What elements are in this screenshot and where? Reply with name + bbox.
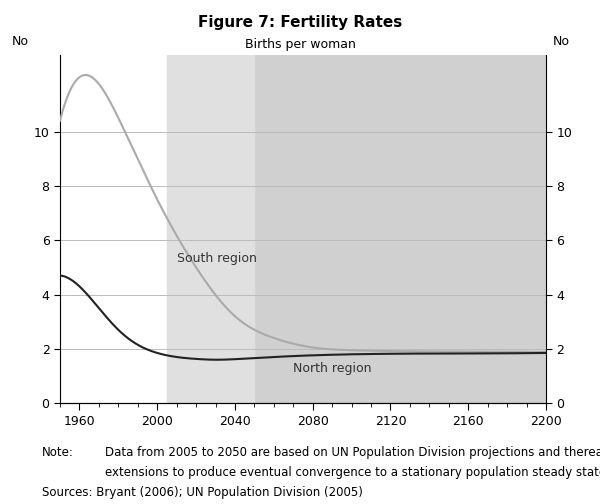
Text: No: No xyxy=(553,35,570,48)
Text: extensions to produce eventual convergence to a stationary population steady sta: extensions to produce eventual convergen… xyxy=(105,466,600,479)
Text: North region: North region xyxy=(293,362,372,375)
Text: Births per woman: Births per woman xyxy=(245,38,355,51)
Bar xyxy=(167,55,254,403)
Text: Note:: Note: xyxy=(42,446,74,459)
Text: South region: South region xyxy=(176,252,257,265)
Bar xyxy=(254,55,546,403)
Text: No: No xyxy=(11,35,28,48)
Text: Data from 2005 to 2050 are based on UN Population Division projections and there: Data from 2005 to 2050 are based on UN P… xyxy=(105,446,600,459)
Text: Figure 7: Fertility Rates: Figure 7: Fertility Rates xyxy=(198,15,402,30)
Text: Sources: Bryant (2006); UN Population Division (2005): Sources: Bryant (2006); UN Population Di… xyxy=(42,486,363,499)
